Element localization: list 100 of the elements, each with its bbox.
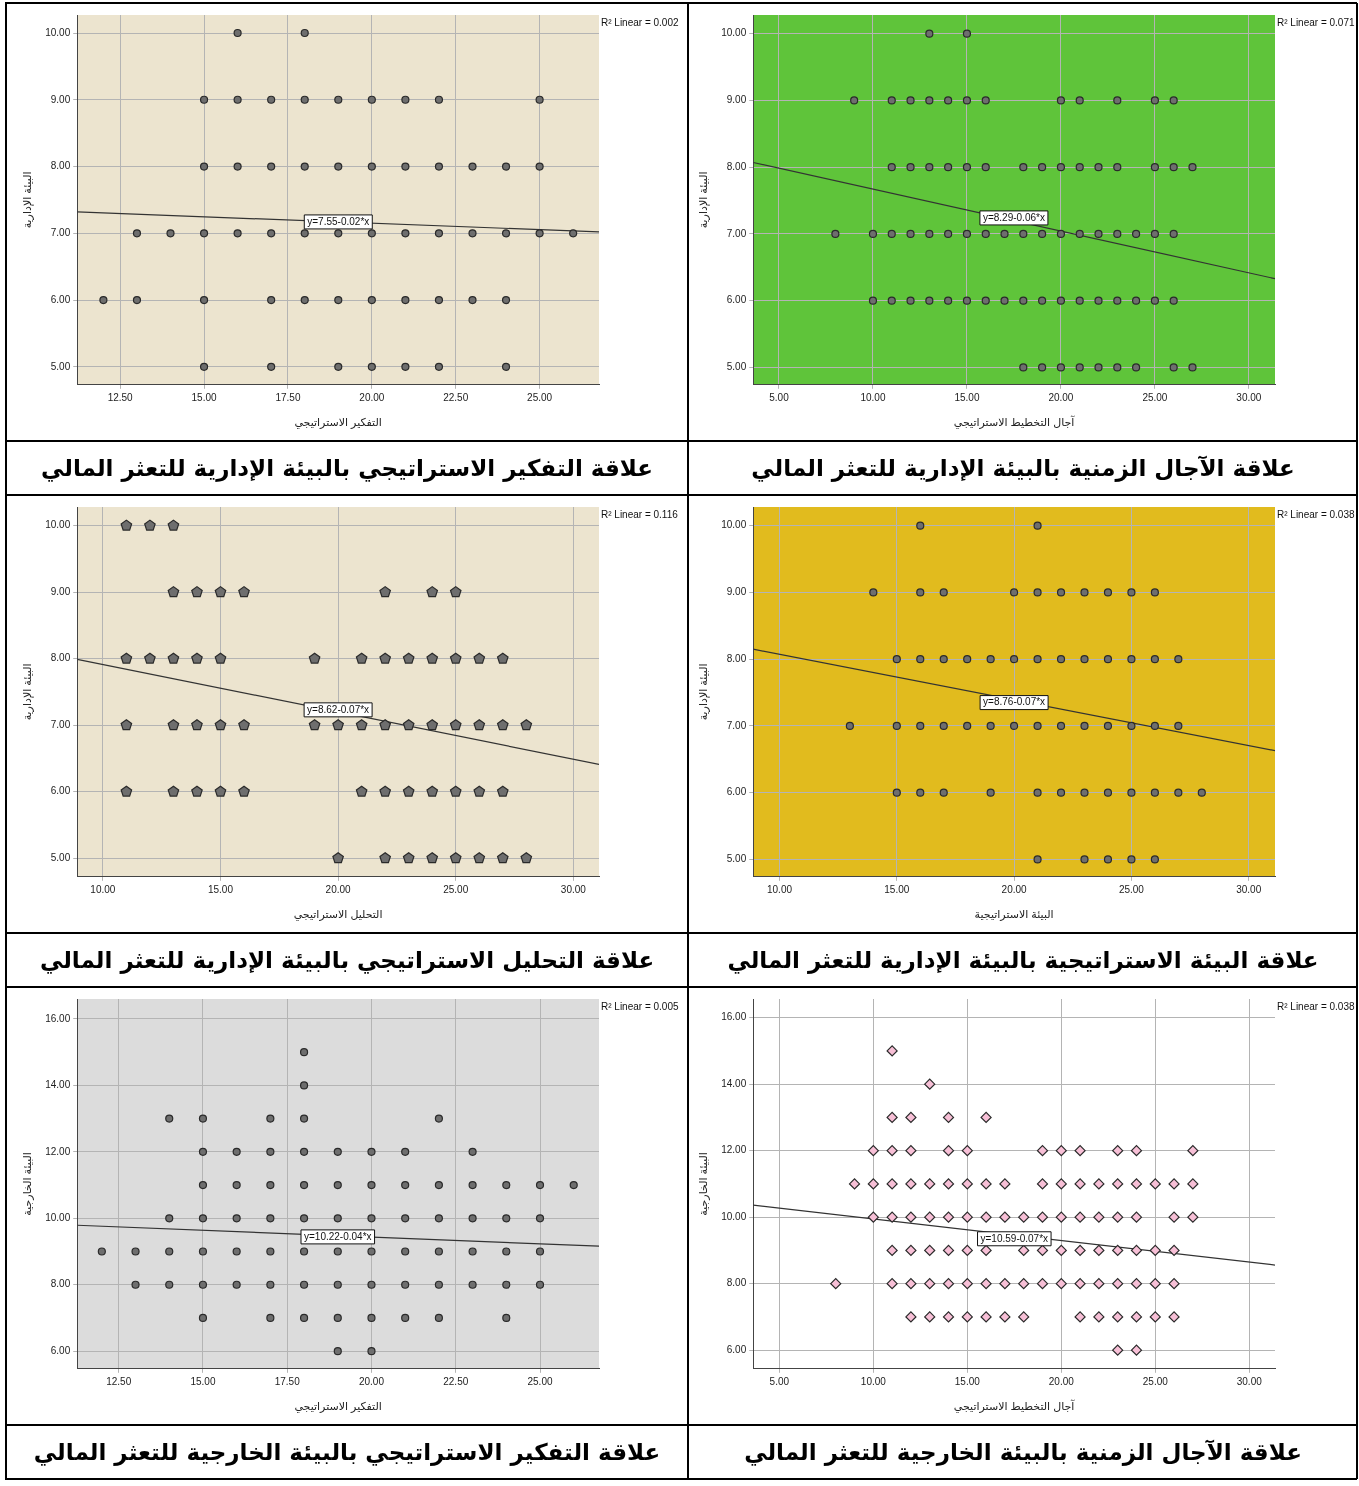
x-axis-title: التفكير الاستراتيجي <box>294 416 382 430</box>
annotation: y=8.62-0.07*x <box>307 703 370 715</box>
x-tick-label: 20.00 <box>1048 1375 1075 1387</box>
y-tick-label: 8.00 <box>50 652 71 664</box>
x-tick-label: 25.00 <box>1142 391 1168 403</box>
y-axis-title: البيئة الخارجية <box>20 1152 34 1216</box>
x-axis-title: آجال التخطيط الاستراتيجي <box>953 1399 1076 1414</box>
y-tick-label: 7.00 <box>726 719 747 731</box>
x-tick-label: 25.00 <box>1142 1375 1169 1387</box>
x-tick-label: 10.00 <box>90 883 116 895</box>
y-tick-label: 6.00 <box>50 1344 71 1356</box>
y-axis-title: البيئة الإدارية <box>696 171 710 229</box>
x-tick-label: 30.00 <box>1236 391 1262 403</box>
y-tick-label: 7.00 <box>50 227 71 239</box>
y-tick-label: 10.00 <box>721 519 747 531</box>
annotation: y=8.29-0.06*x <box>982 211 1045 223</box>
x-axis-title: البيئة الاستراتيجية <box>974 908 1054 922</box>
annotation: y=7.55-0.02*x <box>307 215 370 227</box>
y-tick-label: 8.00 <box>50 160 71 172</box>
text: علاقة الآجال الزمنية بالبيئة الخارجية للتعثر المالي <box>688 1425 1358 1479</box>
annotation: y=8.76-0.07*x <box>983 696 1046 708</box>
text: علاقة التفكير الاستراتيجي بالبيئة الخارجية للتعثر المالي <box>6 1425 688 1479</box>
y-axis-title: البيئة الإدارية <box>20 171 34 229</box>
x-tick-label: 10.00 <box>860 1375 887 1387</box>
y-tick-label: 14.00 <box>45 1079 71 1091</box>
y-tick-label: 16.00 <box>721 1011 747 1023</box>
y-tick-label: 6.00 <box>726 786 747 798</box>
x-tick-label: 20.00 <box>358 1375 385 1387</box>
y-tick-label: 10.00 <box>721 27 747 39</box>
y-tick-label: 9.00 <box>726 586 747 598</box>
x-tick-label: 30.00 <box>1236 883 1262 895</box>
y-tick-label: 14.00 <box>721 1077 747 1089</box>
y-tick-label: 5.00 <box>50 851 71 863</box>
x-tick-label: 15.00 <box>207 883 234 895</box>
y-tick-label: 12.00 <box>721 1144 747 1156</box>
y-axis-title: البيئة الإدارية <box>20 663 34 721</box>
y-tick-label: 7.00 <box>726 227 747 239</box>
y-tick-label: 8.00 <box>726 1277 747 1289</box>
annotation: y=10.59-0.07*x <box>980 1232 1049 1244</box>
y-tick-label: 9.00 <box>726 94 747 106</box>
x-tick-label: 15.00 <box>954 1375 981 1387</box>
text: علاقة البيئة الاستراتيجية بالبيئة الإدارية للتعثر المالي <box>688 933 1358 987</box>
y-tick-label: 8.00 <box>726 160 747 172</box>
x-tick-label: 5.00 <box>769 1375 790 1387</box>
y-tick-label: 5.00 <box>726 361 747 373</box>
text: R² Linear = 0.038 <box>1277 508 1355 520</box>
x-tick-label: 5.00 <box>769 391 790 403</box>
x-tick-label: 10.00 <box>860 391 886 403</box>
x-tick-label: 20.00 <box>325 883 352 895</box>
text: R² Linear = 0.005 <box>601 1000 679 1012</box>
y-tick-label: 9.00 <box>50 585 71 597</box>
x-tick-label: 15.00 <box>884 883 910 895</box>
text: علاقة التحليل الاستراتيجي بالبيئة الإدارية للتعثر المالي <box>6 933 688 987</box>
y-tick-label: 16.00 <box>45 1012 71 1024</box>
x-tick-label: 20.00 <box>1048 391 1074 403</box>
y-tick-label: 8.00 <box>726 652 747 664</box>
x-tick-label: 25.00 <box>1118 883 1145 895</box>
x-tick-label: 17.50 <box>275 391 301 403</box>
y-tick-label: 10.00 <box>721 1210 747 1222</box>
x-tick-label: 15.00 <box>954 391 980 403</box>
y-axis-title: البيئة الخارجية <box>696 1152 710 1216</box>
x-tick-label: 20.00 <box>359 391 385 403</box>
x-axis-title: التفكير الاستراتيجي <box>294 1400 382 1414</box>
y-tick-label: 12.00 <box>45 1145 71 1157</box>
text: R² Linear = 0.116 <box>601 508 679 520</box>
x-tick-label: 15.00 <box>190 1375 216 1387</box>
x-tick-label: 25.00 <box>443 883 469 895</box>
y-tick-label: 6.00 <box>50 785 71 797</box>
x-tick-label: 12.50 <box>107 391 134 403</box>
x-tick-label: 22.50 <box>443 391 469 403</box>
y-tick-label: 10.00 <box>45 1212 71 1224</box>
y-tick-label: 6.00 <box>726 294 747 306</box>
x-tick-label: 30.00 <box>1236 1375 1263 1387</box>
x-tick-label: 12.50 <box>106 1375 132 1387</box>
y-tick-label: 10.00 <box>45 519 71 531</box>
x-tick-label: 30.00 <box>560 883 587 895</box>
text: R² Linear = 0.002 <box>601 16 679 28</box>
x-tick-label: 22.50 <box>443 1375 469 1387</box>
x-tick-label: 25.00 <box>527 1375 553 1387</box>
text: علاقة التفكير الاستراتيجي بالبيئة الإدارية للتعثر المالي <box>6 441 688 495</box>
x-tick-label: 15.00 <box>191 391 218 403</box>
y-tick-label: 6.00 <box>726 1343 747 1355</box>
y-tick-label: 8.00 <box>50 1278 71 1290</box>
y-tick-label: 6.00 <box>50 293 71 305</box>
x-tick-label: 10.00 <box>766 883 793 895</box>
annotation: y=10.22-0.04*x <box>303 1230 372 1242</box>
y-tick-label: 5.00 <box>50 360 71 372</box>
y-tick-label: 7.00 <box>50 718 71 730</box>
y-tick-label: 5.00 <box>726 853 747 865</box>
x-tick-label: 20.00 <box>1001 883 1028 895</box>
y-tick-label: 9.00 <box>50 93 71 105</box>
text: R² Linear = 0.038 <box>1277 1000 1355 1012</box>
text: علاقة الآجال الزمنية بالبيئة الإدارية للتعثر المالي <box>688 441 1358 495</box>
x-tick-label: 25.00 <box>527 391 553 403</box>
y-axis-title: البيئة الإدارية <box>696 663 710 721</box>
text: R² Linear = 0.071 <box>1277 16 1355 28</box>
x-axis-title: التحليل الاستراتيجي <box>293 908 383 922</box>
x-tick-label: 17.50 <box>274 1375 301 1387</box>
x-axis-title: آجال التخطيط الاستراتيجي <box>953 415 1076 430</box>
y-tick-label: 10.00 <box>45 26 71 38</box>
